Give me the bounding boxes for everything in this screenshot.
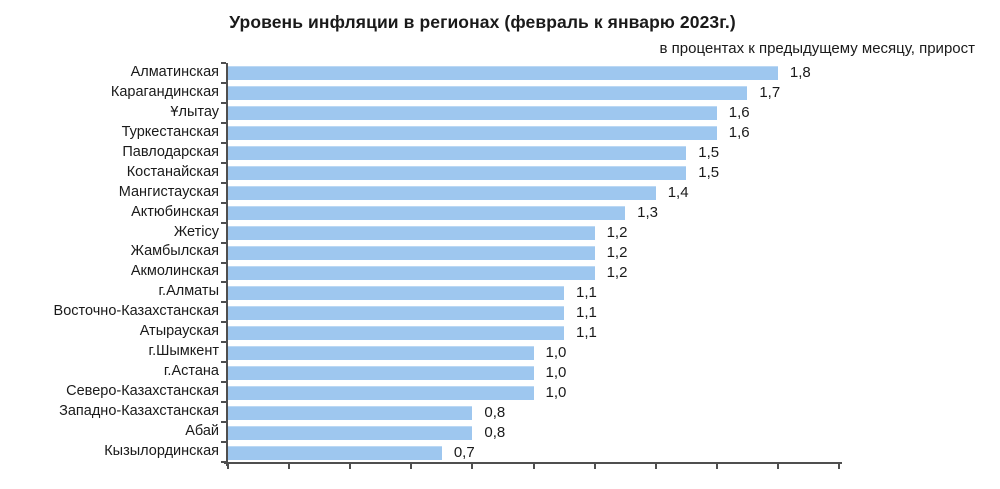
y-axis-tick bbox=[221, 441, 226, 444]
x-axis-line bbox=[224, 462, 842, 464]
y-axis-tick bbox=[221, 62, 226, 64]
value-label: 0,8 bbox=[484, 403, 506, 421]
y-axis-tick bbox=[221, 121, 226, 124]
value-label: 1,2 bbox=[606, 224, 628, 242]
y-axis-tick bbox=[221, 221, 226, 224]
y-axis-tick bbox=[221, 421, 226, 424]
category-label: Актюбинская bbox=[131, 203, 219, 220]
value-label: 1,5 bbox=[698, 144, 720, 162]
y-axis-tick bbox=[221, 81, 226, 84]
y-axis-tick bbox=[221, 181, 226, 184]
chart-subtitle: в процентах к предыдущему месяцу, прирос… bbox=[659, 40, 975, 57]
bar bbox=[228, 405, 473, 420]
y-axis-tick bbox=[221, 461, 226, 463]
bar bbox=[228, 186, 656, 201]
y-axis-tick bbox=[221, 401, 226, 404]
x-axis-tick bbox=[227, 464, 229, 469]
x-axis-tick bbox=[776, 464, 779, 469]
bar bbox=[228, 146, 687, 161]
category-label: Ұлытау bbox=[170, 103, 219, 120]
category-label: Восточно-Казахстанская bbox=[53, 303, 219, 320]
value-label: 1,1 bbox=[576, 323, 597, 341]
value-label: 1,8 bbox=[789, 64, 811, 82]
category-label: Атырауская bbox=[139, 323, 219, 340]
bar bbox=[228, 66, 778, 81]
category-label: Кызылординская bbox=[104, 442, 219, 459]
category-label: Алматинская bbox=[130, 64, 219, 80]
category-axis-labels: Алматинская Карагандинская Ұлытау Туркестан… bbox=[0, 63, 219, 462]
y-axis-tick bbox=[221, 161, 226, 164]
x-axis-tick bbox=[349, 464, 352, 469]
category-label: Северо-Казахстанская bbox=[66, 383, 219, 399]
y-axis-tick bbox=[221, 281, 226, 284]
bar bbox=[228, 365, 534, 380]
y-axis-tick bbox=[221, 141, 226, 144]
category-label: г.Астана bbox=[163, 363, 219, 380]
bar bbox=[228, 126, 717, 141]
category-label: Абай bbox=[185, 422, 219, 439]
bar bbox=[228, 206, 626, 221]
value-label: 1,0 bbox=[545, 343, 567, 361]
plot-area: 1,8 1,7 1,6 1,6 1,5 1,5 1,4 1,3 1,2 1,2 1,2 1,1 1,1 1… bbox=[221, 62, 842, 469]
value-label: 0,7 bbox=[453, 443, 475, 461]
y-axis-tick bbox=[221, 301, 226, 304]
bar bbox=[228, 265, 595, 280]
value-label: 1,2 bbox=[606, 244, 628, 262]
x-axis-tick bbox=[410, 464, 413, 469]
value-label: 1,2 bbox=[606, 263, 628, 281]
y-axis-tick bbox=[221, 201, 226, 204]
bar bbox=[228, 226, 595, 241]
value-label: 1,1 bbox=[576, 283, 597, 301]
y-axis-tick bbox=[221, 241, 226, 244]
bar bbox=[228, 106, 717, 121]
y-axis-tick bbox=[221, 321, 226, 324]
value-label: 1,3 bbox=[637, 204, 658, 222]
category-label: Мангистауская bbox=[118, 183, 219, 200]
category-label: Жетісу bbox=[173, 223, 219, 240]
x-axis-tick bbox=[288, 464, 291, 469]
value-label: 1,0 bbox=[545, 383, 567, 401]
chart-title: Уровень инфляции в регионах (февраль к я… bbox=[229, 12, 736, 32]
category-label: Туркестанская bbox=[121, 123, 219, 140]
y-axis-line bbox=[226, 63, 228, 466]
bar bbox=[228, 246, 595, 261]
x-axis-tick bbox=[471, 464, 474, 469]
x-axis-tick bbox=[532, 464, 535, 469]
category-label: г.Шымкент bbox=[148, 343, 219, 360]
bar bbox=[228, 86, 748, 101]
category-label: Павлодарская bbox=[122, 143, 219, 160]
value-label: 1,7 bbox=[759, 84, 781, 102]
y-axis-tick bbox=[221, 381, 226, 384]
bar bbox=[228, 305, 565, 320]
x-axis-tick bbox=[715, 464, 718, 469]
category-label: Западно-Казахстанская bbox=[59, 402, 219, 419]
category-label: Карагандинская bbox=[110, 83, 219, 100]
value-label: 1,6 bbox=[728, 104, 750, 122]
value-label: 0,8 bbox=[484, 423, 506, 441]
value-label: 1,6 bbox=[728, 124, 750, 142]
category-label: Костанайская bbox=[126, 163, 219, 180]
bar bbox=[228, 385, 534, 400]
category-label: Акмолинская bbox=[130, 263, 219, 280]
x-axis-tick bbox=[654, 464, 657, 469]
value-label: 1,4 bbox=[667, 184, 689, 202]
value-label: 1,5 bbox=[698, 164, 720, 182]
bar bbox=[228, 425, 473, 440]
category-label: Жамбылская bbox=[130, 243, 219, 260]
value-label: 1,1 bbox=[576, 303, 597, 321]
bar bbox=[228, 345, 534, 360]
x-axis-tick bbox=[593, 464, 596, 469]
y-axis-tick bbox=[221, 341, 226, 344]
y-axis-tick bbox=[221, 361, 226, 364]
y-axis-tick bbox=[221, 261, 226, 264]
y-axis-tick bbox=[221, 101, 226, 104]
x-axis-tick bbox=[838, 464, 840, 469]
bar bbox=[228, 325, 565, 340]
bar bbox=[228, 166, 687, 181]
value-label: 1,0 bbox=[545, 363, 567, 381]
category-label: г.Алматы bbox=[158, 283, 219, 300]
bar bbox=[228, 285, 565, 300]
bar bbox=[228, 445, 442, 460]
